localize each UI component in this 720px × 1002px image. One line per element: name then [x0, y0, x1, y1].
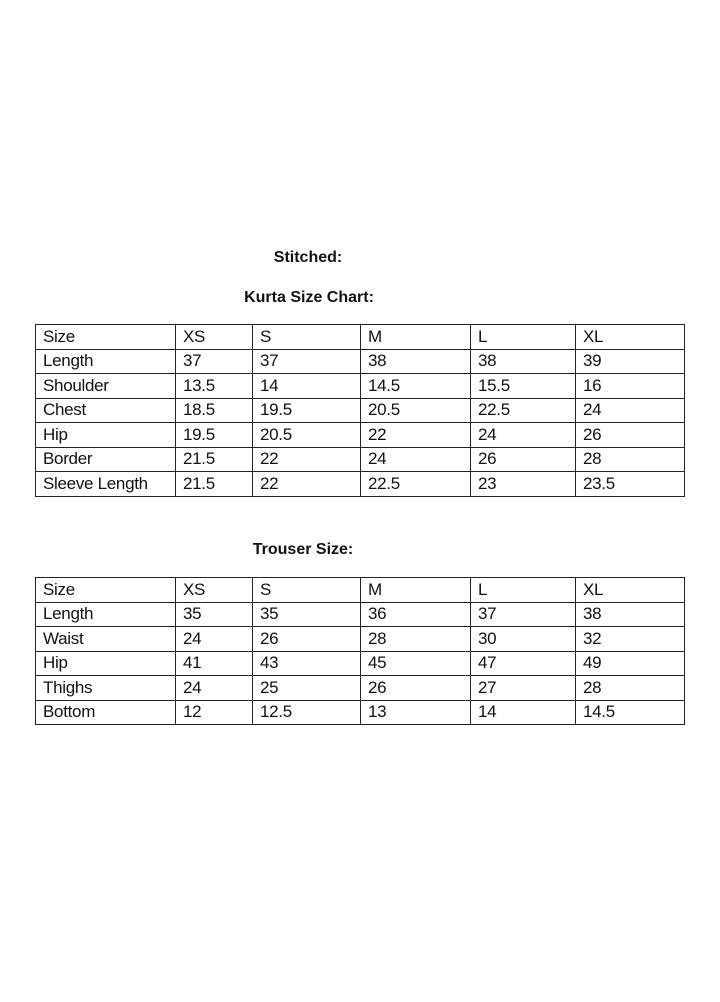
- value-cell: 37: [470, 601, 576, 627]
- value-cell: 30: [470, 626, 576, 652]
- value-cell: 26: [575, 422, 685, 448]
- header-cell: Size: [35, 577, 176, 603]
- header-cell: Size: [35, 324, 176, 350]
- value-cell: 22.5: [360, 471, 471, 497]
- header-cell: M: [360, 577, 471, 603]
- value-cell: 16: [575, 373, 685, 399]
- value-cell: 21.5: [175, 446, 253, 472]
- value-cell: 22: [252, 446, 361, 472]
- header-cell: S: [252, 577, 361, 603]
- value-cell: 43: [252, 650, 361, 676]
- value-cell: 28: [575, 446, 685, 472]
- value-cell: 14: [252, 373, 361, 399]
- value-cell: 15.5: [470, 373, 576, 399]
- table-header-row: Size XS S M L XL: [35, 577, 685, 603]
- row-label-cell: Bottom: [35, 699, 176, 725]
- value-cell: 38: [360, 348, 471, 374]
- row-label-cell: Sleeve Length: [35, 471, 176, 497]
- value-cell: 39: [575, 348, 685, 374]
- value-cell: 23: [470, 471, 576, 497]
- row-label-cell: Waist: [35, 626, 176, 652]
- value-cell: 23.5: [575, 471, 685, 497]
- value-cell: 36: [360, 601, 471, 627]
- value-cell: 35: [252, 601, 361, 627]
- row-label-cell: Shoulder: [35, 373, 176, 399]
- table-row: Hip 19.5 20.5 22 24 26: [35, 422, 685, 448]
- value-cell: 28: [360, 626, 471, 652]
- table-row: Bottom 12 12.5 13 14 14.5: [35, 699, 685, 725]
- value-cell: 20.5: [360, 397, 471, 423]
- value-cell: 22.5: [470, 397, 576, 423]
- table-row: Sleeve Length 21.5 22 22.5 23 23.5: [35, 471, 685, 497]
- header-cell: XL: [575, 324, 685, 350]
- value-cell: 35: [175, 601, 253, 627]
- row-label-cell: Thighs: [35, 675, 176, 701]
- value-cell: 24: [175, 626, 253, 652]
- value-cell: 49: [575, 650, 685, 676]
- value-cell: 47: [470, 650, 576, 676]
- value-cell: 19.5: [175, 422, 253, 448]
- value-cell: 14.5: [575, 699, 685, 725]
- table-row: Thighs 24 25 26 27 28: [35, 675, 685, 701]
- table-row: Border 21.5 22 24 26 28: [35, 446, 685, 472]
- table-row: Shoulder 13.5 14 14.5 15.5 16: [35, 373, 685, 399]
- value-cell: 24: [575, 397, 685, 423]
- table-row: Chest 18.5 19.5 20.5 22.5 24: [35, 397, 685, 423]
- value-cell: 41: [175, 650, 253, 676]
- value-cell: 38: [470, 348, 576, 374]
- row-label-cell: Chest: [35, 397, 176, 423]
- table-row: Length 35 35 36 37 38: [35, 601, 685, 627]
- value-cell: 28: [575, 675, 685, 701]
- kurta-table-title: Kurta Size Chart:: [244, 289, 374, 306]
- table-row: Hip 41 43 45 47 49: [35, 650, 685, 676]
- row-label-cell: Hip: [35, 422, 176, 448]
- header-cell: M: [360, 324, 471, 350]
- value-cell: 45: [360, 650, 471, 676]
- row-label-cell: Border: [35, 446, 176, 472]
- value-cell: 26: [470, 446, 576, 472]
- value-cell: 37: [175, 348, 253, 374]
- table-row: Length 37 37 38 38 39: [35, 348, 685, 374]
- value-cell: 12: [175, 699, 253, 725]
- value-cell: 37: [252, 348, 361, 374]
- value-cell: 12.5: [252, 699, 361, 725]
- value-cell: 24: [175, 675, 253, 701]
- stitched-heading: Stitched:: [273, 249, 343, 266]
- header-cell: XL: [575, 577, 685, 603]
- header-cell: XS: [175, 577, 253, 603]
- value-cell: 24: [470, 422, 576, 448]
- row-label-cell: Hip: [35, 650, 176, 676]
- value-cell: 24: [360, 446, 471, 472]
- value-cell: 26: [360, 675, 471, 701]
- header-cell: XS: [175, 324, 253, 350]
- value-cell: 21.5: [175, 471, 253, 497]
- value-cell: 14.5: [360, 373, 471, 399]
- value-cell: 22: [252, 471, 361, 497]
- header-cell: L: [470, 577, 576, 603]
- header-cell: L: [470, 324, 576, 350]
- value-cell: 18.5: [175, 397, 253, 423]
- trouser-table-title: Trouser Size:: [252, 541, 354, 558]
- value-cell: 25: [252, 675, 361, 701]
- value-cell: 32: [575, 626, 685, 652]
- table-header-row: Size XS S M L XL: [35, 324, 685, 350]
- value-cell: 20.5: [252, 422, 361, 448]
- value-cell: 14: [470, 699, 576, 725]
- value-cell: 22: [360, 422, 471, 448]
- table-row: Waist 24 26 28 30 32: [35, 626, 685, 652]
- value-cell: 13: [360, 699, 471, 725]
- value-cell: 26: [252, 626, 361, 652]
- value-cell: 19.5: [252, 397, 361, 423]
- value-cell: 27: [470, 675, 576, 701]
- kurta-size-table: Size XS S M L XL Length 37 37 38 38 39 Shoulder 13.5 1…: [35, 324, 685, 497]
- value-cell: 38: [575, 601, 685, 627]
- value-cell: 13.5: [175, 373, 253, 399]
- trouser-size-table: Size XS S M L XL Length 35 35 36 37 38 Waist 24 26 28 30…: [35, 577, 685, 725]
- header-cell: S: [252, 324, 361, 350]
- row-label-cell: Length: [35, 601, 176, 627]
- row-label-cell: Length: [35, 348, 176, 374]
